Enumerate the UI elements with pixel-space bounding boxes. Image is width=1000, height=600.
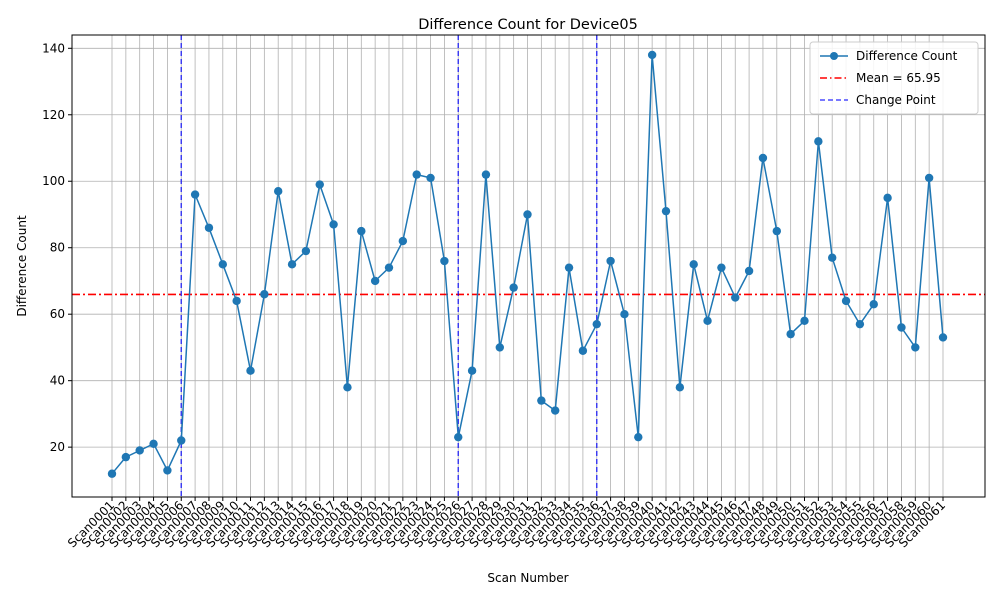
data-point — [911, 343, 920, 352]
data-point — [204, 223, 214, 232]
data-point — [564, 263, 574, 272]
plot-frame — [71, 34, 986, 498]
data-point — [620, 309, 629, 319]
data-point — [454, 432, 463, 442]
data-point — [426, 173, 435, 183]
data-point — [190, 190, 200, 199]
data-point — [744, 266, 754, 276]
data-point — [301, 246, 311, 256]
data-point — [578, 346, 588, 355]
legend-change-point-label: Change Point — [856, 93, 936, 107]
data-point — [647, 50, 657, 60]
change-point-layer — [180, 35, 598, 497]
data-point — [274, 187, 283, 196]
data-point — [218, 260, 227, 269]
y-tick-label: 20 — [50, 440, 65, 454]
data-point — [260, 290, 269, 299]
data-point — [841, 296, 851, 306]
data-point — [537, 396, 546, 405]
data-point — [551, 406, 560, 415]
data-point — [661, 206, 671, 216]
data-point — [883, 193, 892, 203]
data-point — [149, 439, 158, 449]
data-point — [370, 276, 380, 286]
data-point — [731, 293, 740, 302]
data-point — [343, 383, 352, 392]
data-point — [121, 452, 131, 462]
data-point — [758, 153, 768, 163]
data-point — [135, 446, 144, 455]
y-tick-label: 100 — [42, 174, 65, 188]
data-point — [938, 333, 948, 342]
data-point — [495, 343, 504, 352]
x-axis-title: Scan Number — [487, 571, 568, 585]
data-point — [786, 329, 795, 339]
legend-box — [809, 41, 979, 115]
data-point — [814, 137, 823, 146]
legend: Difference Count Mean = 65.95 Change Poi… — [809, 41, 979, 115]
data-point — [177, 436, 186, 445]
data-point — [800, 316, 809, 326]
y-axis-title: Difference Count — [15, 215, 29, 317]
data-point — [523, 210, 532, 219]
legend-series-label: Difference Count — [856, 49, 958, 63]
y-tick-label: 40 — [50, 374, 65, 388]
data-point — [634, 432, 643, 442]
data-point — [246, 366, 255, 375]
data-point — [440, 256, 449, 266]
data-point — [855, 319, 865, 329]
data-point — [869, 300, 878, 309]
data-point — [412, 170, 421, 179]
y-tick-label: 60 — [50, 307, 65, 321]
data-point — [924, 173, 934, 183]
y-tick-label: 80 — [50, 241, 65, 255]
data-point — [398, 236, 408, 246]
legend-mean-label: Mean = 65.95 — [856, 71, 941, 85]
series-layer — [107, 50, 948, 478]
data-point — [897, 323, 906, 332]
chart-title: Difference Count for Device05 — [418, 17, 638, 33]
data-point — [315, 180, 324, 189]
data-point — [384, 263, 394, 272]
legend-series-marker — [830, 52, 838, 60]
data-point — [675, 383, 685, 392]
data-point — [772, 226, 781, 236]
data-point — [481, 170, 491, 179]
y-axis-ticks: 20 40 60 80 100 120 140 — [42, 41, 72, 454]
data-point — [703, 316, 712, 326]
y-tick-label: 140 — [42, 41, 65, 55]
data-point — [828, 253, 837, 262]
x-axis-ticks: Scan0001Scan0002Scan0003Scan0004Scan0005… — [65, 497, 948, 550]
data-point — [163, 466, 172, 475]
data-point — [329, 220, 338, 229]
data-point — [107, 469, 117, 478]
data-point — [467, 366, 477, 375]
y-tick-label: 120 — [42, 108, 65, 122]
data-point — [232, 296, 241, 306]
data-point — [717, 263, 726, 272]
data-point — [689, 260, 698, 269]
data-point — [357, 226, 366, 236]
data-point — [509, 283, 518, 292]
data-point — [592, 319, 601, 329]
data-point — [287, 260, 297, 269]
data-point — [606, 256, 615, 266]
